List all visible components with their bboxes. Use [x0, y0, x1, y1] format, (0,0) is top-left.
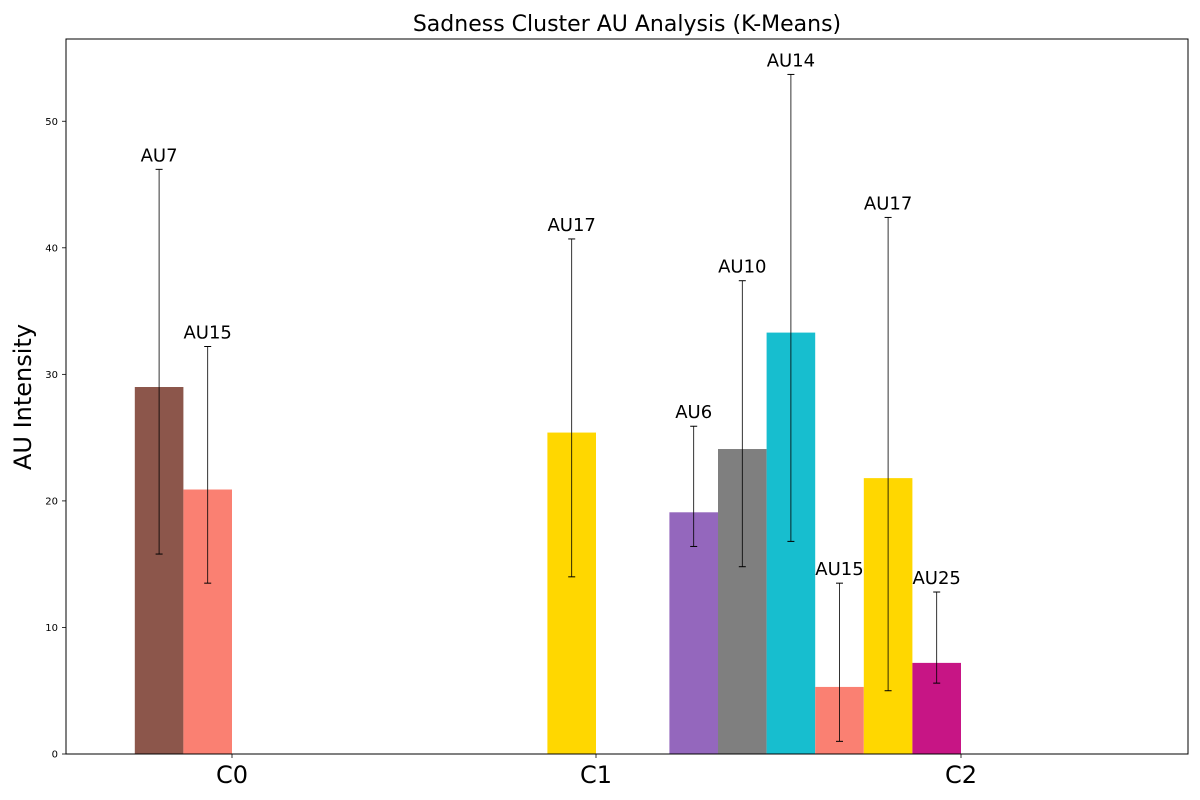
- bar-label: AU17: [547, 215, 595, 236]
- y-tick-label: 0: [52, 750, 58, 761]
- bar-label: AU25: [912, 568, 960, 589]
- x-tick-label: C2: [945, 761, 977, 789]
- bar-label: AU17: [864, 193, 912, 214]
- bar-label: AU15: [183, 323, 231, 344]
- y-axis-label: AU Intensity: [9, 324, 37, 470]
- x-tick-label: C0: [216, 761, 248, 789]
- y-tick-label: 10: [45, 623, 58, 634]
- axes-frame: [65, 38, 1189, 755]
- y-tick-label: 20: [45, 496, 58, 507]
- chart-title: Sadness Cluster AU Analysis (K-Means): [413, 12, 841, 37]
- bar-label: AU14: [767, 50, 815, 71]
- bar-label: AU7: [141, 145, 178, 166]
- plot-area: AU7 AU15 AU17 AU6 AU10 AU14 AU15 AU17 AU25 0 10 20 3…: [45, 38, 1189, 789]
- bar-label: AU6: [675, 402, 712, 423]
- y-tick-label: 30: [45, 370, 58, 381]
- bar: [669, 512, 718, 754]
- bar-label: AU15: [815, 559, 863, 580]
- y-tick-label: 40: [45, 243, 58, 254]
- y-tick-label: 50: [45, 117, 58, 128]
- x-tick-label: C1: [580, 761, 612, 789]
- bar-label: AU10: [718, 257, 766, 278]
